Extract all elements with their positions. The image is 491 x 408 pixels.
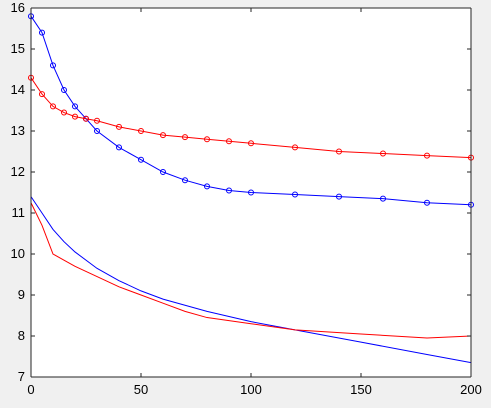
- series-1-point: [72, 103, 78, 110]
- series-2-point: [424, 152, 430, 159]
- series-1-point: [61, 87, 67, 93]
- series-2-point: [50, 103, 56, 110]
- y-tick-label: 13: [11, 123, 25, 138]
- series-4: [30, 202, 472, 339]
- tick-layer: 0 50 100 150 200 7 8 9 10 11 12 13 14 15 16: [11, 0, 482, 397]
- series-2-point: [94, 117, 100, 124]
- y-tick-label: 8: [18, 328, 25, 343]
- series-1-point: [336, 193, 342, 200]
- series-2-point: [204, 136, 210, 143]
- series-2-point: [336, 148, 342, 155]
- series-1-point: [226, 187, 232, 194]
- series-1-point: [248, 189, 254, 196]
- series-2-point: [72, 113, 78, 120]
- y-tick-label: 12: [11, 164, 25, 179]
- series-4-line: [30, 202, 472, 339]
- series-1-line: [30, 15, 472, 206]
- y-tick-label: 14: [11, 82, 25, 97]
- series-1-point: [50, 62, 56, 69]
- series-2-point: [116, 123, 122, 130]
- series-2-point: [138, 128, 144, 134]
- y-tick-label: 15: [11, 41, 25, 56]
- series-2-point: [39, 91, 45, 98]
- series-1-point: [380, 195, 386, 202]
- series-1-point: [160, 169, 166, 175]
- y-tick-label: 11: [12, 205, 26, 220]
- series-1-point: [182, 177, 188, 184]
- series-1-point: [424, 199, 430, 206]
- x-tick-label: 100: [240, 382, 262, 397]
- x-tick-label: 150: [350, 382, 372, 397]
- y-tick-label: 16: [11, 0, 25, 15]
- x-tick-label: 200: [460, 382, 482, 397]
- series-2-point: [160, 132, 166, 139]
- series-2-point: [182, 134, 188, 141]
- series-1-point: [94, 128, 100, 134]
- x-tick-label: 50: [134, 382, 148, 397]
- series-2-point: [83, 115, 89, 122]
- series-1-point: [138, 156, 144, 163]
- series-layer: [28, 13, 474, 364]
- y-tick-label: 7: [18, 369, 25, 384]
- series-1-point: [116, 144, 122, 151]
- series-3: [30, 196, 472, 364]
- series-2-point: [292, 144, 298, 151]
- y-tick-label: 10: [11, 246, 25, 261]
- series-2-point: [380, 150, 386, 157]
- series-1-point: [204, 183, 210, 190]
- series-2-point: [61, 109, 67, 116]
- y-tick-label: 9: [18, 287, 25, 302]
- series-2-point: [226, 138, 232, 145]
- series-1-point: [39, 29, 45, 36]
- series-3-line: [30, 196, 472, 364]
- series-2-line: [30, 77, 472, 159]
- series-2-point: [248, 140, 254, 147]
- x-tick-label: 0: [27, 382, 34, 397]
- series-2: [28, 74, 474, 161]
- series-1-point: [292, 191, 298, 198]
